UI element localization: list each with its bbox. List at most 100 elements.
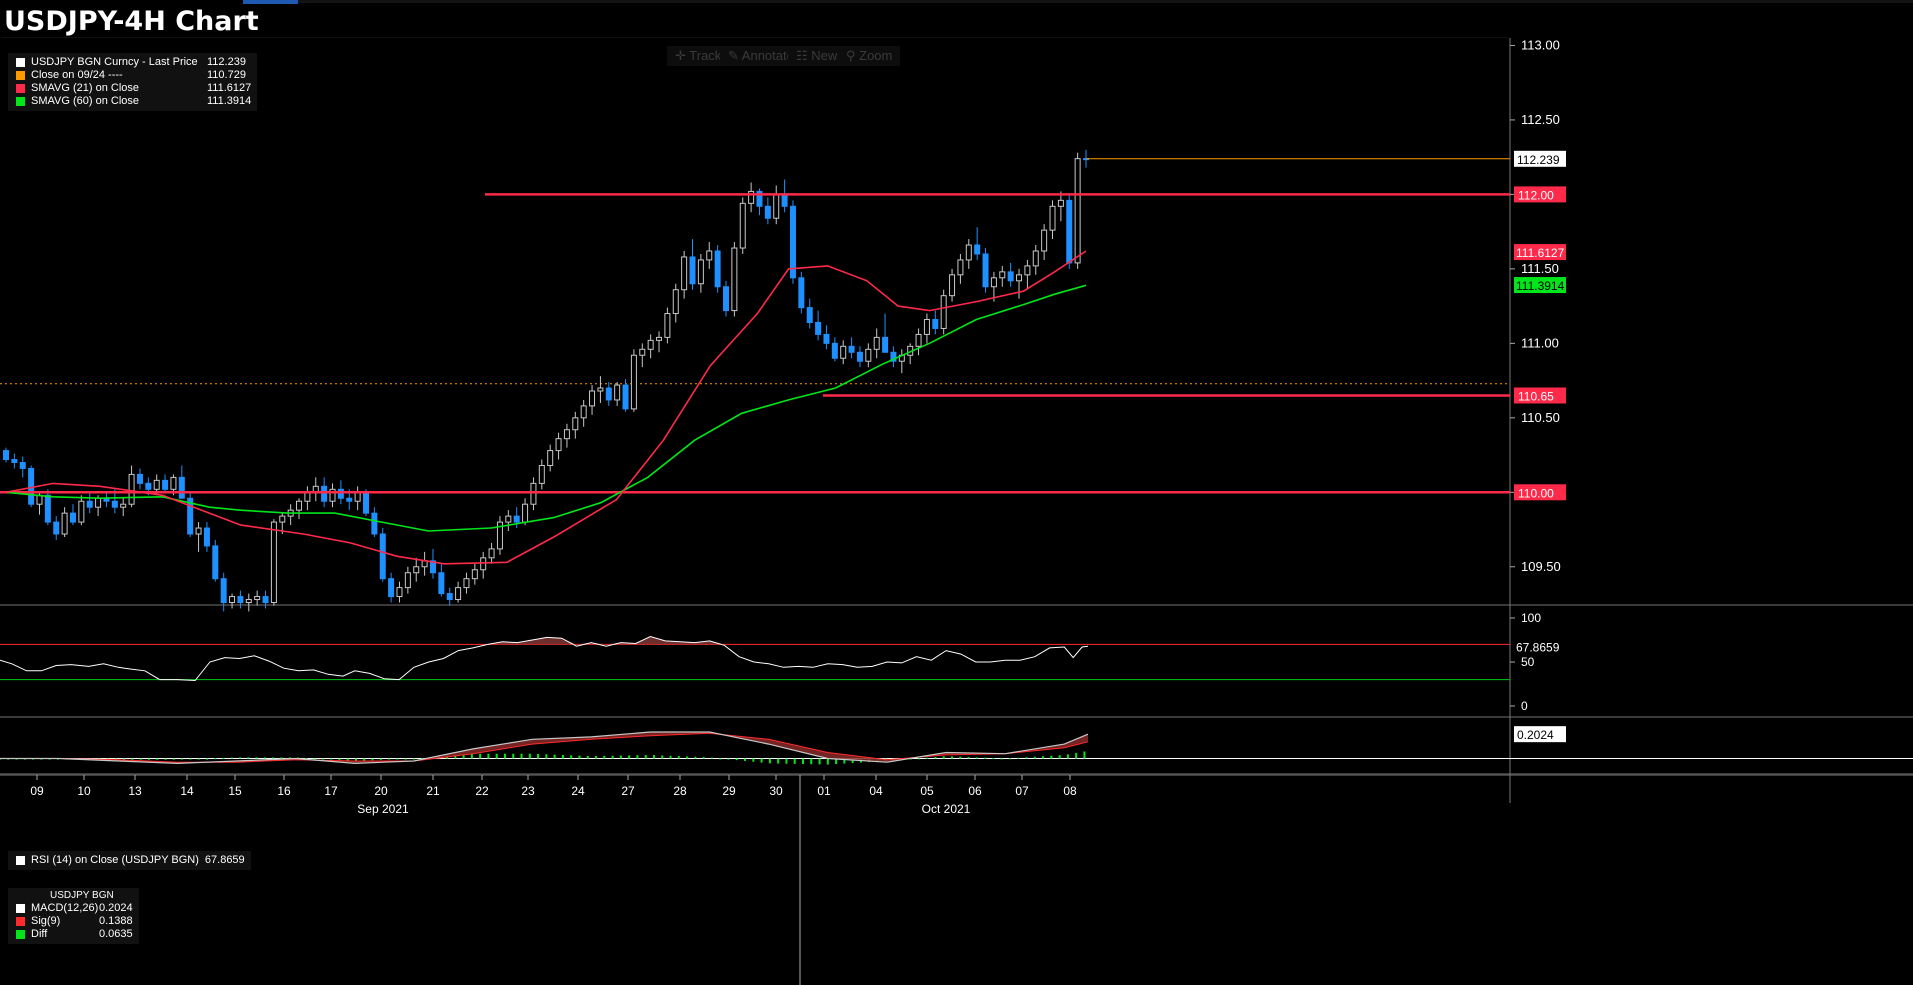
candle-body [932,319,939,329]
candle-body [279,515,286,523]
candle-body [1057,199,1064,207]
macd-hist-bar [388,758,391,760]
candle-body [999,271,1006,279]
macd-hist-bar [735,758,738,761]
legend-value: 0.2024 [99,902,133,914]
macd-value-label-bg [1514,726,1566,743]
toolbar-news-button[interactable]: ☷ News [788,46,852,66]
macd-hist-bar [785,758,788,764]
macd-hist-bar [230,757,233,759]
candle-body [789,205,796,279]
macd-hist-bar [1008,758,1011,760]
sma21-line [5,250,1087,565]
rsi-tick-label: 100 [1521,611,1541,625]
price-tick-label: 109.50 [1521,559,1561,574]
macd-hist-bar [793,758,796,764]
macd-hist-bar [942,756,945,759]
macd-hist-bar [305,757,308,759]
x-tick-label: 07 [1015,784,1029,798]
rsi-tick-label: 50 [1521,655,1535,669]
legend-row: MACD(12,26) 0.2024 [16,902,133,915]
macd-hist-bar [835,758,838,765]
macd-hist-bar [189,758,192,760]
chart-title: USDJPY-4H Chart [4,6,259,37]
rsi-line [0,635,1089,682]
macd-hist-bar [330,758,333,760]
news-icon: ☷ [796,48,812,63]
macd-hist-bar [479,753,482,759]
x-tick-label: 29 [722,784,736,798]
macd-hist-bar [503,753,506,759]
candle-body [187,497,194,535]
macd-hist-bar [156,758,159,760]
candle-body [723,286,729,312]
candle-body [396,587,403,598]
candle-body [254,596,261,601]
macd-hist-bar [553,754,556,759]
candle-body [949,274,956,297]
tab-indicator [243,0,298,4]
macd-hist-bar [421,757,424,759]
x-tick-label: 01 [817,784,831,798]
candle-body [145,482,152,490]
macd-hist-bar [545,754,548,759]
last-price-label-bg [1514,150,1566,167]
macd-hist-bar [363,758,366,761]
macd-hist-bar [222,757,225,759]
legend-swatch [16,930,25,939]
macd-hist-bar [760,758,763,763]
candle-body [706,250,713,261]
macd-hist-bar [255,757,258,759]
macd-hist-bar [851,758,854,764]
price-tick-label: 113.00 [1521,37,1560,52]
candle-body [438,572,445,595]
candle-body [815,321,822,335]
macd-hist-bar [1000,758,1003,760]
candle-body [714,250,721,288]
candle-body [329,488,336,502]
price-tick-label: 112.50 [1521,112,1560,127]
macd-hist-bar [172,758,175,760]
macd-hist-bar [1017,757,1020,759]
candle-body [605,387,612,401]
candle-body [689,256,696,285]
candle-body [262,596,269,604]
candle-body [212,545,219,580]
macd-hist-bar [744,758,747,761]
rsi-overbought-fill [0,636,1088,645]
toolbar-zoom-button[interactable]: ⚲ Zoom [838,46,901,66]
candle-body [622,384,629,410]
candle-body [731,247,738,312]
candle-body [614,384,621,401]
macd-hist-bar [412,758,415,760]
x-tick-label: 05 [920,784,934,798]
macd-hist-bar [462,754,465,759]
candle-body [505,515,512,523]
macd-hist-bar [131,758,134,760]
candle-body [304,491,311,502]
macd-hist-bar [727,758,730,760]
macd-hist-bar [1075,752,1078,759]
toolbar-track-button[interactable]: ✛ Track [667,46,730,66]
candle-body [346,497,353,502]
candle-body [764,205,771,219]
legend-row: Diff 0.0635 [16,928,133,941]
macd-hist-bar [694,756,697,759]
candle-body [697,259,704,285]
toolbar-annotate-button[interactable]: ✎ Annotate [720,46,802,66]
x-tick-label: 15 [228,784,242,798]
macd-hist-bar [752,758,755,762]
legend-row: Sig(9) 0.1388 [16,915,133,928]
candle-body [589,390,596,407]
x-tick-label: 13 [128,784,142,798]
candle-body [798,277,805,309]
macd-hist-bar [719,758,722,760]
rsi-legend-value: 67.8659 [204,854,245,866]
candle-body [78,500,85,523]
macd-hist-bar [338,758,341,761]
legend-swatch [16,71,25,80]
macd-hist-bar [686,756,689,759]
macd-hist-bar [247,757,250,759]
rsi-legend: RSI (14) on Close (USDJPY BGN) 67.8659 [8,851,251,870]
